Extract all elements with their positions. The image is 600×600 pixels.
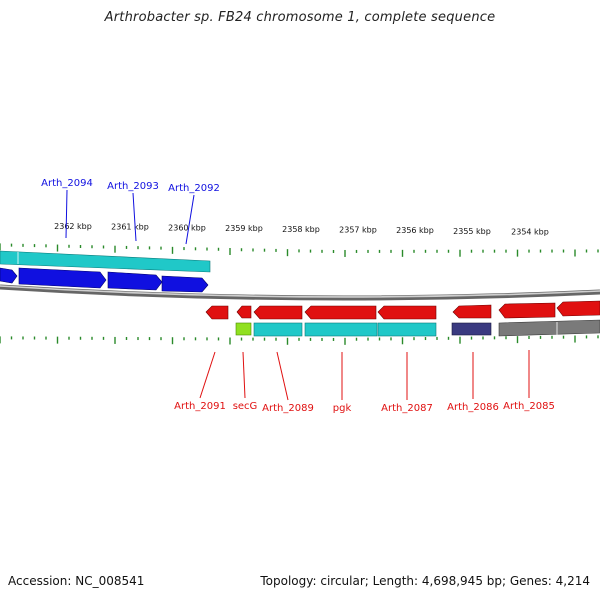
gene-leader-line — [276, 351, 289, 401]
gene-label: secG — [233, 401, 258, 412]
gene-labels: Arth_2094 Arth_2093 Arth_2092 Arth_2091 secG… — [41, 178, 555, 414]
scale-label: 2359 kbp — [225, 224, 263, 233]
scale-label: 2357 kbp — [339, 226, 377, 235]
reverse-gene-partial — [556, 300, 600, 317]
reverse-gene-arth-2087 — [377, 305, 437, 320]
scale-ticks-top — [0, 243, 599, 257]
scale-labels: 2362 kbp 2361 kbp 2360 kbp 2359 kbp 2358 kbp… — [54, 222, 549, 237]
accession-text: Accession: NC_008541 — [8, 574, 145, 588]
scale-label: 2361 kbp — [111, 223, 149, 232]
gene-label: Arth_2093 — [107, 181, 159, 192]
scale-label: 2362 kbp — [54, 222, 92, 231]
forward-gene-arth-2093 — [107, 271, 163, 291]
gene-label: Arth_2085 — [503, 401, 555, 412]
gene-label: Arth_2089 — [262, 403, 314, 414]
gene-leader-line — [132, 192, 137, 242]
scale-ticks-bottom — [0, 335, 599, 345]
gene-leader-line — [65, 189, 68, 239]
secg-rna-feature — [235, 322, 252, 336]
gene-label: Arth_2086 — [447, 402, 499, 413]
reverse-feature-arth-2086 — [451, 322, 492, 336]
scale-label: 2354 kbp — [511, 227, 549, 236]
scale-label: 2358 kbp — [282, 225, 320, 234]
gene-leader-line — [242, 351, 246, 399]
chromosome-backbone-highlight — [0, 285, 600, 298]
reverse-gene-pgk — [304, 305, 377, 320]
gene-label: Arth_2087 — [381, 403, 433, 414]
gene-leader-line — [185, 194, 195, 245]
forward-cds-band — [0, 250, 211, 273]
reverse-cds-arth-2089 — [253, 322, 303, 337]
gene-label: Arth_2094 — [41, 178, 93, 189]
forward-gene-partial — [0, 267, 18, 284]
scale-label: 2360 kbp — [168, 223, 206, 232]
reverse-cds-arth-2087 — [377, 322, 437, 337]
reverse-gene-secg — [236, 305, 252, 319]
gene-leader-line — [199, 351, 216, 399]
gene-label: Arth_2091 — [174, 401, 226, 412]
gene-label: pgk — [333, 403, 352, 414]
reverse-gene-arth-2085 — [498, 302, 556, 319]
reverse-gene-arth-2091 — [205, 305, 229, 320]
scale-label: 2355 kbp — [453, 227, 491, 236]
forward-gene-arth-2092 — [161, 275, 209, 293]
map-title: Arthrobacter sp. FB24 chromosome 1, comp… — [104, 10, 496, 25]
genome-summary-text: Topology: circular; Length: 4,698,945 bp… — [260, 574, 590, 588]
reverse-grey-feature — [498, 319, 600, 337]
reverse-cds-pgk — [304, 322, 378, 337]
gene-label: Arth_2092 — [168, 183, 220, 194]
forward-gene-arth-2094 — [18, 267, 107, 289]
chromosome-backbone — [0, 284, 600, 301]
scale-label: 2356 kbp — [396, 226, 434, 235]
reverse-gene-arth-2089 — [253, 305, 303, 320]
reverse-gene-arth-2086 — [452, 304, 492, 319]
